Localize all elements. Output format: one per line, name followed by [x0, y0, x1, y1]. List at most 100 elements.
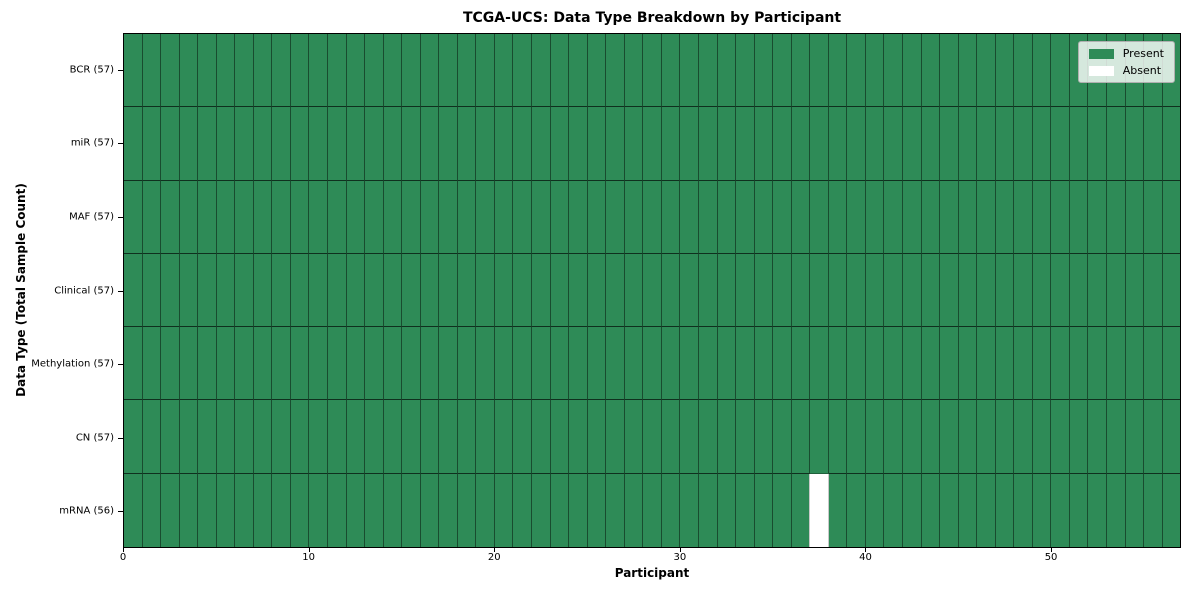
heatmap-cell: [161, 253, 180, 328]
heatmap-cell: [1144, 253, 1163, 328]
heatmap-cell: [847, 34, 866, 108]
heatmap-cell: [457, 253, 477, 328]
heatmap-cell: [958, 107, 978, 181]
heatmap-cell: [754, 473, 774, 547]
heatmap-cell: [773, 180, 792, 254]
heatmap-cell: [1014, 180, 1033, 254]
heatmap-cell: [1106, 327, 1126, 401]
heatmap-cell: [235, 327, 254, 401]
heatmap-cell: [1051, 253, 1070, 328]
heatmap-cell: [402, 473, 421, 547]
heatmap-cell: [995, 400, 1015, 474]
heatmap-cell: [1069, 327, 1089, 401]
heatmap-cell: [550, 107, 570, 181]
heatmap-cell: [884, 34, 903, 108]
heatmap-cell: [457, 473, 477, 547]
heatmap-cell: [1032, 34, 1052, 108]
heatmap-cell: [661, 253, 681, 328]
heatmap-cell: [736, 253, 755, 328]
heatmap-cell: [383, 180, 403, 254]
heatmap-cell: [1051, 180, 1070, 254]
heatmap-cell: [736, 34, 755, 108]
heatmap-cell: [698, 400, 718, 474]
heatmap-cell: [902, 180, 922, 254]
y-tick-mark: [118, 511, 123, 513]
heatmap-cell: [698, 34, 718, 108]
heatmap-cell: [198, 253, 217, 328]
heatmap-cell: [532, 400, 551, 474]
heatmap-cell: [216, 107, 236, 181]
heatmap-cell: [439, 473, 458, 547]
heatmap-cell: [606, 107, 625, 181]
heatmap-cell: [161, 327, 180, 401]
heatmap-cell: [476, 473, 495, 547]
heatmap-cell: [290, 400, 310, 474]
heatmap-cell: [791, 327, 811, 401]
heatmap-cell: [884, 107, 903, 181]
heatmap-cell: [624, 107, 644, 181]
heatmap-cell: [513, 180, 533, 254]
heatmap-cell: [328, 253, 347, 328]
heatmap-cell: [661, 107, 681, 181]
heatmap-cell: [365, 253, 384, 328]
heatmap-cell: [698, 473, 718, 547]
heatmap-cell: [161, 107, 180, 181]
heatmap-cell: [420, 473, 440, 547]
heatmap-cell: [902, 107, 922, 181]
heatmap-cell: [179, 473, 199, 547]
heatmap-cell: [1162, 473, 1181, 547]
heatmap-cell: [1106, 107, 1126, 181]
heatmap-cell: [791, 180, 811, 254]
heatmap-cell: [513, 107, 533, 181]
heatmap-cell: [402, 327, 421, 401]
heatmap-cell: [587, 327, 607, 401]
heatmap-cell: [754, 327, 774, 401]
heatmap-cell: [1125, 400, 1145, 474]
heatmap-cell: [1144, 180, 1163, 254]
heatmap-cell: [865, 327, 885, 401]
heatmap-cell: [754, 34, 774, 108]
heatmap-cell: [791, 107, 811, 181]
heatmap-cell: [587, 34, 607, 108]
heatmap-cell: [179, 180, 199, 254]
heatmap-cell: [995, 473, 1015, 547]
heatmap-cell: [346, 180, 366, 254]
heatmap-cell: [1051, 107, 1070, 181]
heatmap-cell: [253, 107, 273, 181]
heatmap-cell: [587, 107, 607, 181]
heatmap-cell: [513, 34, 533, 108]
heatmap-cell: [272, 400, 291, 474]
heatmap-cell: [680, 327, 699, 401]
heatmap-cell: [958, 180, 978, 254]
heatmap-cell: [216, 400, 236, 474]
heatmap-cell: [569, 34, 588, 108]
heatmap-cell: [1125, 107, 1145, 181]
heatmap-cell: [161, 180, 180, 254]
heatmap-cell: [383, 34, 403, 108]
heatmap-cell: [828, 253, 848, 328]
heatmap-cell: [587, 253, 607, 328]
heatmap-cell: [532, 180, 551, 254]
heatmap-cell: [810, 180, 829, 254]
heatmap-cell: [494, 180, 514, 254]
heatmap-cell: [773, 327, 792, 401]
heatmap-cell: [476, 180, 495, 254]
heatmap-cell: [494, 107, 514, 181]
heatmap-cell: [420, 107, 440, 181]
y-tick-label-mRNA: mRNA (56): [59, 505, 114, 517]
heatmap-cell: [290, 473, 310, 547]
heatmap-cell: [717, 400, 737, 474]
heatmap-cell: [865, 253, 885, 328]
heatmap-cell: [940, 327, 959, 401]
heatmap-cell: [402, 180, 421, 254]
heatmap-cell: [272, 253, 291, 328]
heatmap-cell: [884, 327, 903, 401]
heatmap-cell: [365, 107, 384, 181]
heatmap-cell: [328, 473, 347, 547]
heatmap-cell: [290, 253, 310, 328]
heatmap-cell: [550, 180, 570, 254]
heatmap-cell: [754, 253, 774, 328]
heatmap-cell: [847, 473, 866, 547]
heatmap-cell: [1144, 107, 1163, 181]
